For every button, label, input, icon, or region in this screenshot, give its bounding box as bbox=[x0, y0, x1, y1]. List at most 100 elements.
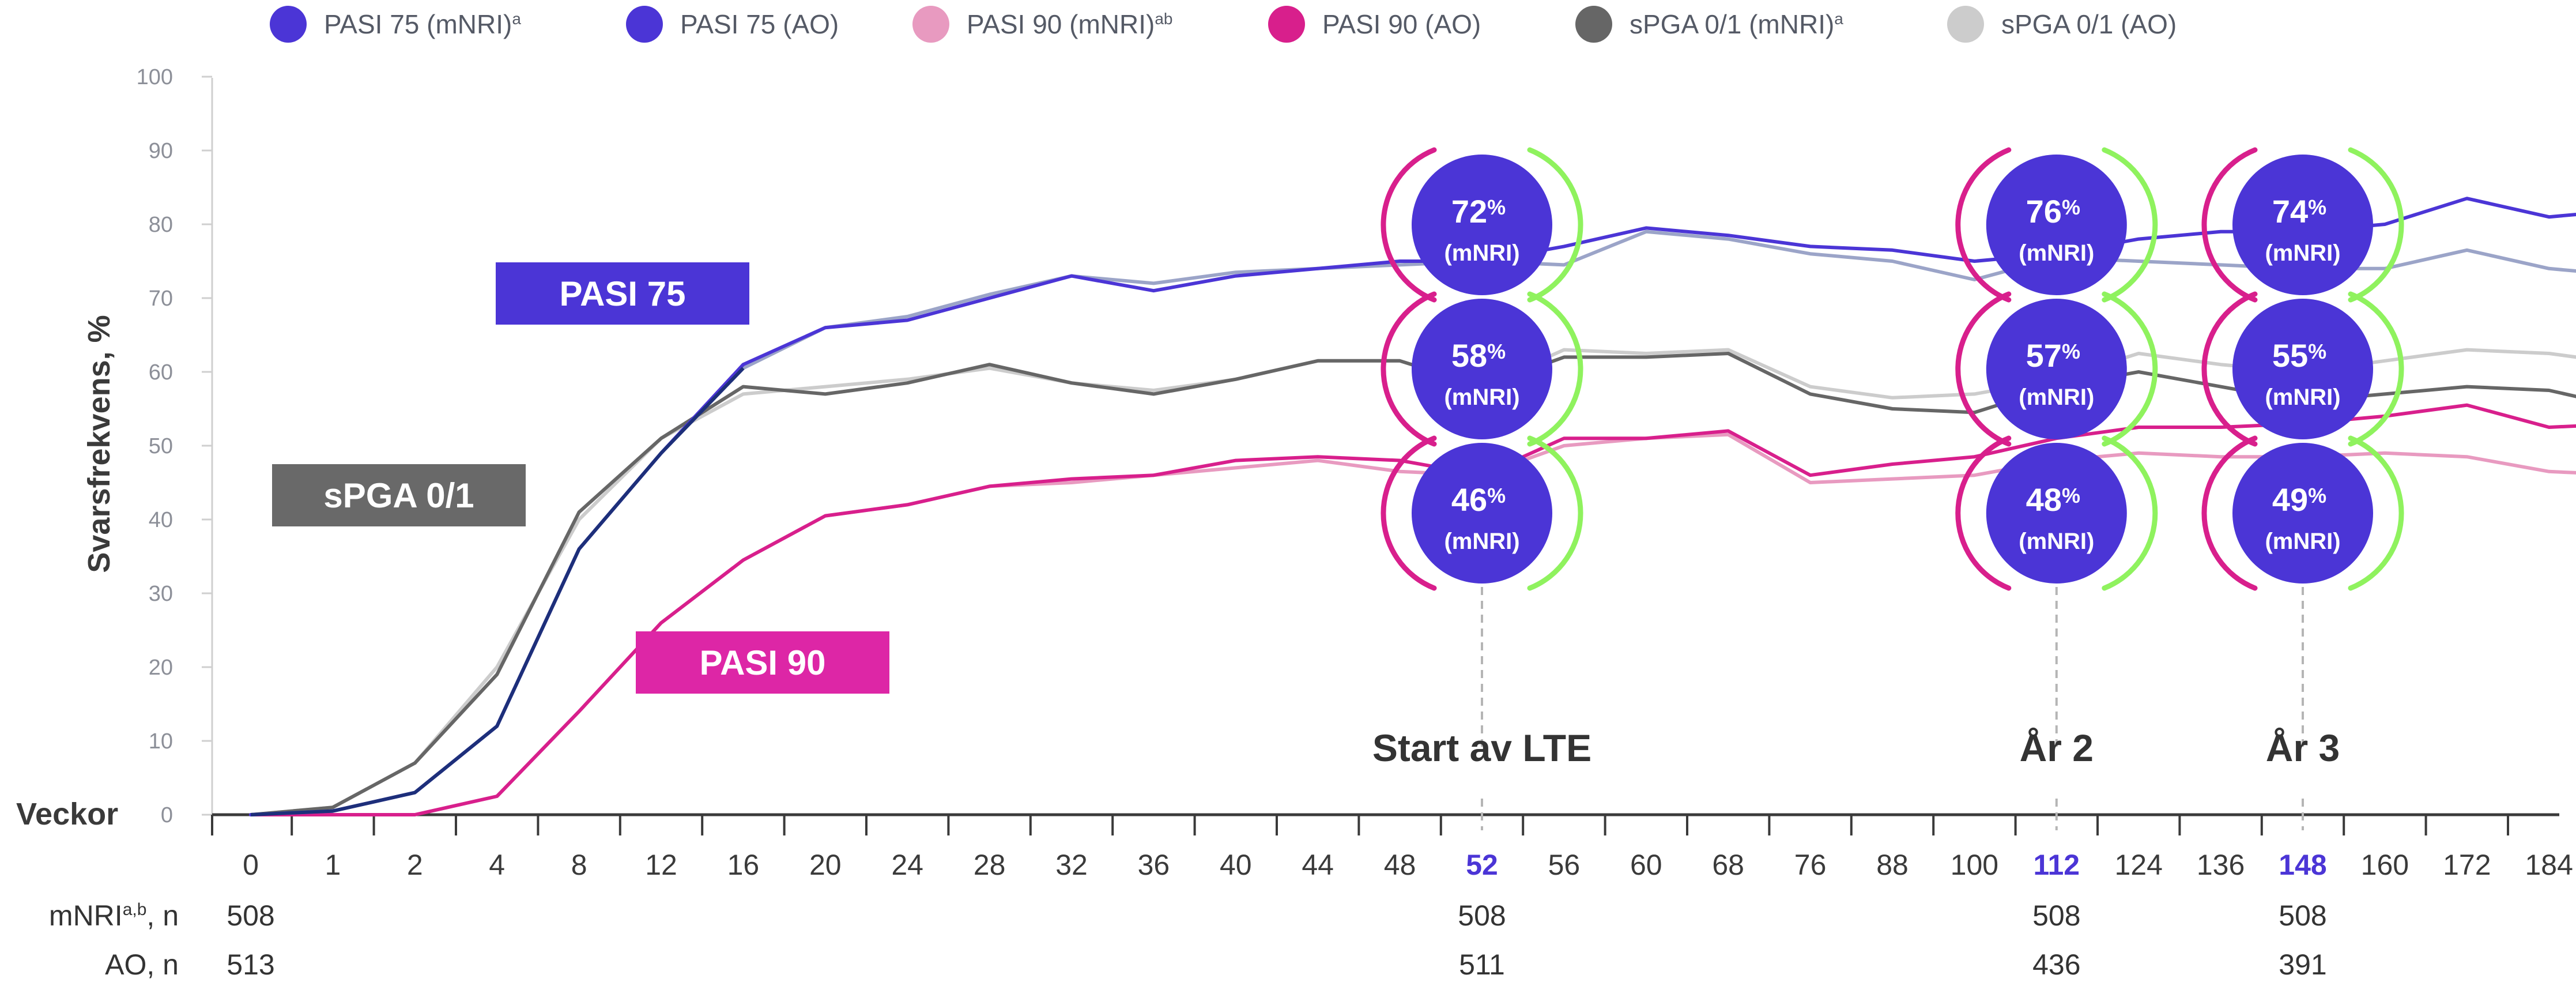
n-row: AO, n513511436391322 bbox=[105, 948, 2327, 981]
value-bubble: 48% (mNRI) bbox=[1955, 435, 2158, 591]
bubble-right-arc bbox=[2348, 435, 2404, 591]
n-row-value: 508 bbox=[2032, 899, 2080, 932]
bubble-circle bbox=[1412, 299, 1552, 439]
legend-label: PASI 75 (mNRI)a bbox=[324, 9, 521, 39]
legend-label: PASI 90 (mNRI)ab bbox=[967, 9, 1172, 39]
bubble-value: 58% bbox=[1451, 337, 1506, 374]
x-tick-label: 0 bbox=[243, 849, 259, 881]
x-tick-label: 44 bbox=[1302, 849, 1334, 881]
milestone-label: År 2 bbox=[2020, 726, 2094, 769]
bubble-left-arc bbox=[2201, 291, 2258, 447]
group-badge: PASI 90 bbox=[636, 631, 889, 694]
x-tick-label: 48 bbox=[1384, 849, 1416, 881]
bubble-circle bbox=[1986, 155, 2127, 295]
x-tick-label: 160 bbox=[2361, 849, 2409, 881]
bubble-left-arc bbox=[2201, 147, 2258, 303]
y-tick-label: 90 bbox=[149, 139, 173, 163]
legend-label: sPGA 0/1 (AO) bbox=[2001, 9, 2177, 39]
y-tick-label: 40 bbox=[149, 508, 173, 532]
series-line bbox=[250, 367, 745, 816]
x-tick-label: 56 bbox=[1548, 849, 1581, 881]
group-badge-box bbox=[272, 464, 526, 526]
bubble-circle bbox=[1412, 443, 1552, 584]
x-tick-label: 60 bbox=[1630, 849, 1662, 881]
x-tick-label: 8 bbox=[571, 849, 587, 881]
legend-swatch-icon bbox=[1575, 6, 1612, 43]
bubble-left-arc bbox=[1381, 291, 1437, 447]
n-row: mNRIa,b, n508508508508508 bbox=[49, 899, 2327, 932]
group-badge-box bbox=[636, 631, 889, 694]
bubble-sublabel: (mNRI) bbox=[1444, 529, 1519, 554]
legend: PASI 75 (mNRI)a PASI 75 (AO) PASI 90 (mNRI… bbox=[270, 6, 2177, 43]
x-tick-label: 2 bbox=[407, 849, 423, 881]
x-tick-label: 36 bbox=[1138, 849, 1170, 881]
x-tick-label: 136 bbox=[2197, 849, 2245, 881]
group-badge-box bbox=[496, 262, 749, 325]
bubble-circle bbox=[1412, 155, 1552, 295]
bubble-circle bbox=[2232, 443, 2373, 584]
x-tick-label: 100 bbox=[1951, 849, 1998, 881]
value-bubble: 57%(mNRI) bbox=[1955, 291, 2158, 447]
bubble-right-arc bbox=[1527, 291, 1583, 447]
legend-item: PASI 75 (AO) bbox=[626, 6, 839, 43]
value-bubble: 58% (mNRI) bbox=[1381, 291, 1583, 447]
group-badge-label: PASI 90 bbox=[700, 643, 826, 682]
group-badge: PASI 75 bbox=[496, 262, 749, 325]
n-row-value: 436 bbox=[2032, 948, 2080, 981]
y-tick-label: 80 bbox=[149, 213, 173, 237]
group-badge: sPGA 0/1 bbox=[272, 464, 526, 526]
legend-item: sPGA 0/1 (AO) bbox=[1947, 6, 2177, 43]
group-badge-label: PASI 75 bbox=[560, 274, 686, 313]
x-tick-label: 172 bbox=[2443, 849, 2491, 881]
bubble-left-arc bbox=[1381, 147, 1437, 303]
bubble-left-arc bbox=[1955, 291, 2012, 447]
sample-size-rows: mNRIa,b, n508508508508508AO, n5135114363… bbox=[49, 899, 2327, 981]
y-tick-label: 30 bbox=[149, 582, 173, 606]
bubble-circle bbox=[1986, 443, 2127, 584]
x-tick-label: 124 bbox=[2114, 849, 2162, 881]
bubble-right-arc bbox=[2102, 435, 2158, 591]
x-tick-label: 184 bbox=[2525, 849, 2573, 881]
x-tick-label: 148 bbox=[2279, 849, 2326, 881]
y-tick-label: 70 bbox=[149, 287, 173, 311]
bubble-sublabel: (mNRI) bbox=[2265, 385, 2340, 410]
legend-swatch-icon bbox=[1947, 6, 1984, 43]
value-bubble: 74%(mNRI) bbox=[2201, 147, 2404, 303]
y-tick-label: 10 bbox=[149, 729, 173, 754]
value-bubble: 49% (mNRI) bbox=[2201, 435, 2404, 591]
legend-swatch-icon bbox=[1268, 6, 1305, 43]
x-tick-label: 88 bbox=[1876, 849, 1909, 881]
n-row-label: mNRIa,b, n bbox=[49, 899, 179, 932]
legend-label: PASI 75 (AO) bbox=[680, 9, 839, 39]
legend-item: sPGA 0/1 (mNRI)a bbox=[1575, 6, 1843, 43]
bubble-circle bbox=[2232, 155, 2373, 295]
value-bubble: 46% (mNRI) bbox=[1381, 435, 1583, 591]
group-badges: PASI 75 sPGA 0/1 PASI 90 bbox=[272, 262, 889, 694]
legend-item: PASI 90 (mNRI)ab bbox=[912, 6, 1172, 43]
bubble-left-arc bbox=[1955, 147, 2012, 303]
n-row-value: 508 bbox=[227, 899, 274, 932]
bubble-right-arc bbox=[2102, 147, 2158, 303]
bubble-value: 48% bbox=[2026, 481, 2080, 518]
legend-swatch-icon bbox=[626, 6, 663, 43]
bubble-right-arc bbox=[1527, 147, 1583, 303]
y-tick-label: 20 bbox=[149, 656, 173, 680]
bubble-value: 46% bbox=[1451, 481, 1506, 518]
legend-swatch-icon bbox=[912, 6, 949, 43]
bubble-right-arc bbox=[1527, 435, 1583, 591]
bubble-circle bbox=[2232, 299, 2373, 439]
bubble-sublabel: (mNRI) bbox=[2019, 529, 2094, 554]
x-tick-label: 16 bbox=[727, 849, 760, 881]
x-tick-label: 76 bbox=[1794, 849, 1827, 881]
bubble-sublabel: (mNRI) bbox=[2265, 529, 2340, 554]
x-tick-label: 112 bbox=[2033, 849, 2080, 881]
legend-item: PASI 75 (mNRI)a bbox=[270, 6, 521, 43]
y-tick-label: 100 bbox=[137, 65, 173, 89]
x-tick-label: 20 bbox=[809, 849, 842, 881]
value-bubble: 76%(mNRI) bbox=[1955, 147, 2158, 303]
bubble-right-arc bbox=[2102, 291, 2158, 447]
y-tick-label: 60 bbox=[149, 360, 173, 385]
milestone-label: År 3 bbox=[2266, 726, 2340, 769]
